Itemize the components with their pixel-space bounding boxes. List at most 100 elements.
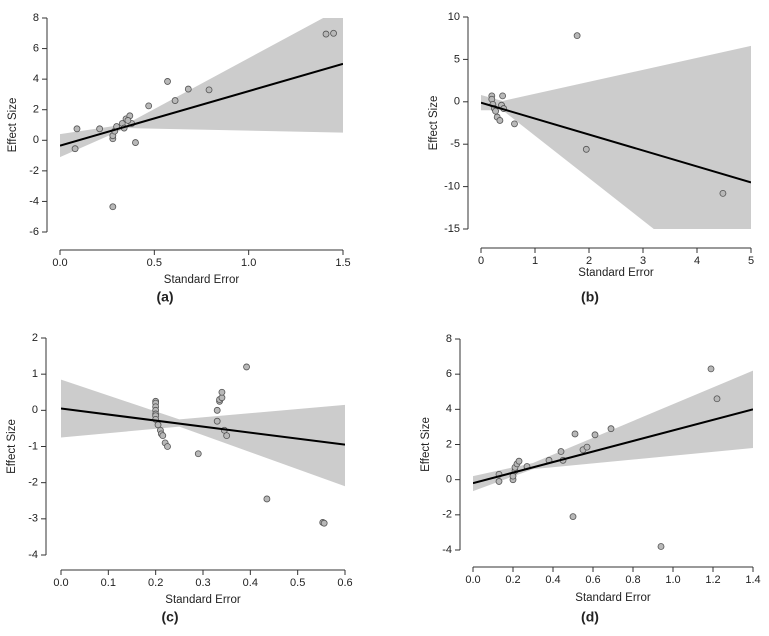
data-point (96, 125, 104, 133)
x-tick-label: 0 (478, 255, 484, 267)
data-point (591, 431, 599, 439)
y-tick-label: -15 (444, 223, 460, 235)
caption: (d) (581, 609, 599, 625)
y-tick-label: 8 (33, 12, 39, 24)
panel: -6 -4 -2 0 2 4 6 8 0.0 0.5 1.0 1.5 Effect Size Standa… (7, 12, 351, 305)
data-point (515, 457, 523, 465)
data-point (571, 430, 579, 438)
panel: -4 -2 0 2 4 6 8 0.0 0.2 0.4 0.6 0.8 1.0 1.2 1.4 Effect … (420, 333, 761, 625)
confidence-band (60, 18, 343, 158)
data-point (713, 395, 721, 403)
data-point (582, 145, 590, 153)
x-tick-label: 0.6 (585, 574, 600, 586)
y-tick-label: 0 (446, 474, 452, 486)
y-tick-label: -2 (28, 477, 38, 489)
y-tick-label: -4 (29, 195, 39, 207)
data-point (607, 425, 615, 433)
x-tick-label: 1.5 (335, 257, 350, 269)
data-point (159, 432, 167, 440)
caption: (a) (156, 289, 173, 305)
panel: -15 -10 -5 0 5 10 0 1 2 3 4 5 Effect Size Standard Er… (428, 11, 754, 305)
data-point (569, 513, 577, 520)
data-point (223, 432, 231, 440)
regression-line (60, 62, 343, 147)
y-tick-label: 10 (448, 11, 460, 23)
y-tick-label: 2 (33, 104, 39, 116)
y-tick-label: 5 (454, 53, 460, 65)
data-point (213, 417, 221, 425)
x-tick-label: 2 (586, 255, 592, 267)
x-tick-label: 0.6 (337, 577, 352, 589)
data-point (499, 92, 507, 100)
data-point (73, 125, 81, 133)
data-point (263, 495, 271, 503)
y-tick-label: -6 (29, 226, 39, 238)
y-tick-label: 6 (446, 368, 452, 380)
data-point (71, 145, 79, 153)
data-point (330, 29, 337, 37)
y-tick-label: 4 (446, 403, 452, 415)
y-tick-label: 6 (33, 42, 39, 54)
data-point (194, 450, 202, 458)
y-tick-label: 0 (454, 96, 460, 108)
x-tick-label: 0.1 (101, 577, 116, 589)
x-axis-label: Standard Error (164, 274, 240, 286)
x-axis-label: Standard Error (165, 594, 241, 606)
data-point (495, 478, 503, 485)
caption: (c) (161, 609, 178, 625)
y-tick-label: -1 (28, 440, 38, 452)
data-point (511, 120, 518, 128)
y-axis-label: Effect Size (428, 96, 440, 151)
x-tick-label: 0.4 (545, 574, 560, 586)
data-point (164, 443, 171, 450)
data-point (164, 78, 171, 85)
y-tick-label: 2 (446, 438, 452, 450)
x-tick-label: 0.0 (52, 257, 67, 269)
y-axis-label: Effect Size (6, 419, 18, 474)
x-tick-label: 0.5 (290, 577, 305, 589)
y-tick-label: -10 (444, 181, 460, 193)
data-point (492, 107, 499, 115)
data-point (322, 30, 330, 38)
x-tick-label: 0.2 (148, 577, 163, 589)
data-point (184, 85, 192, 93)
x-tick-label: 0.0 (53, 577, 68, 589)
x-axis-label: Standard Error (578, 267, 654, 279)
confidence-band (481, 45, 751, 229)
y-tick-label: -4 (442, 544, 452, 556)
regression-line (473, 408, 753, 485)
x-tick-label: 4 (694, 255, 700, 267)
data-point (205, 86, 213, 94)
data-point (707, 365, 715, 373)
data-point (243, 363, 250, 371)
y-axis-label: Effect Size (420, 417, 432, 472)
x-tick-label: 1 (532, 255, 538, 267)
x-tick-label: 1.4 (745, 574, 760, 586)
data-point (132, 139, 139, 146)
x-tick-label: 0.8 (625, 574, 640, 586)
y-tick-label: -5 (450, 138, 460, 150)
x-tick-label: 1.0 (665, 574, 680, 586)
caption: (b) (581, 289, 599, 305)
y-tick-label: 0 (33, 134, 39, 146)
data-point (320, 519, 328, 527)
data-point (719, 189, 727, 197)
x-axis-label: Standard Error (575, 592, 651, 604)
data-point (109, 203, 117, 211)
y-tick-label: 8 (446, 333, 452, 345)
y-tick-label: -2 (29, 165, 39, 177)
regression-line (61, 407, 345, 446)
y-tick-label: 4 (33, 73, 39, 85)
x-tick-label: 5 (748, 255, 754, 267)
x-tick-label: 0.0 (465, 574, 480, 586)
x-tick-label: 0.4 (243, 577, 258, 589)
data-point (557, 448, 565, 455)
data-point (124, 117, 132, 124)
x-tick-label: 0.5 (147, 257, 162, 269)
x-tick-label: 1.2 (705, 574, 720, 586)
y-tick-label: -2 (442, 509, 452, 521)
data-point (583, 443, 591, 451)
y-tick-label: 1 (32, 368, 38, 380)
panel: -4 -3 -2 -1 0 1 2 0.0 0.1 0.2 0.3 0.4 0.5 0.6 Effect S… (6, 332, 353, 625)
data-point (573, 32, 581, 40)
